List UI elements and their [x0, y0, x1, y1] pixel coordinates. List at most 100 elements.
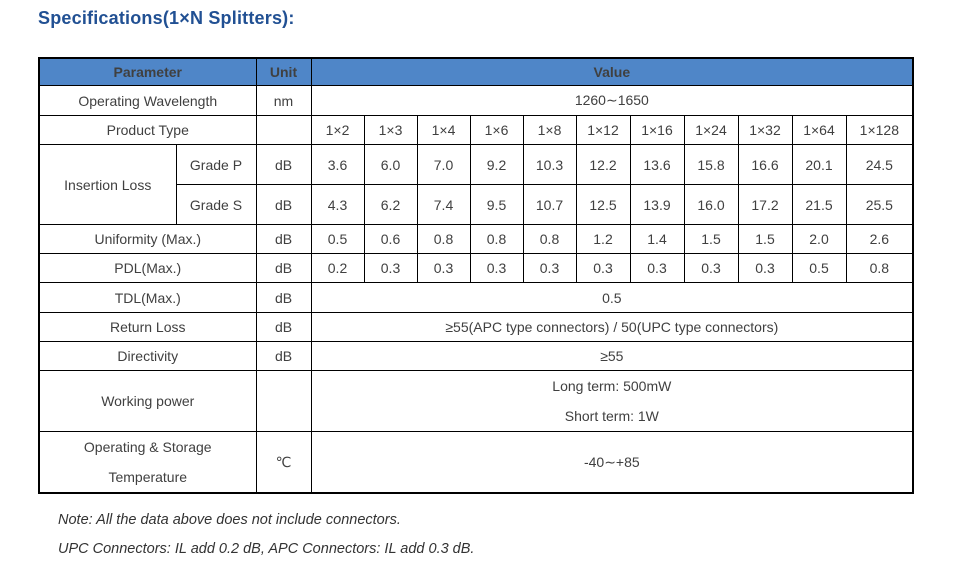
value-cell: 1260∼1650 — [310, 85, 914, 116]
unit-cell: nm — [255, 85, 312, 116]
value-cell: 1×8 — [522, 115, 577, 145]
row-product-type: Product Type 1×2 1×3 1×4 1×6 1×8 1×12 1×… — [38, 115, 914, 145]
value-cell: 7.0 — [416, 144, 471, 185]
param-cell: Return Loss — [38, 312, 257, 342]
param-sub-cell: Grade P — [175, 144, 257, 185]
value-cell: 0.8 — [522, 224, 577, 254]
value-cell: 1×3 — [363, 115, 418, 145]
value-cell: 1×6 — [469, 115, 524, 145]
row-tdl: TDL(Max.) dB 0.5 — [38, 282, 914, 313]
value-cell: 0.3 — [683, 253, 739, 283]
unit-cell — [255, 370, 312, 432]
row-operating-wavelength: Operating Wavelength nm 1260∼1650 — [38, 85, 914, 116]
unit-cell: dB — [255, 253, 312, 283]
row-insertion-loss-grade-s: Grade S dB 4.3 6.2 7.4 9.5 10.7 12.5 13.… — [39, 184, 914, 225]
value-cell: 0.3 — [416, 253, 471, 283]
value-cell: 2.6 — [845, 224, 914, 254]
value-cell: 0.3 — [737, 253, 793, 283]
row-working-power: Working power Long term: 500mW Short ter… — [38, 370, 914, 432]
row-directivity: Directivity dB ≥55 — [38, 341, 914, 371]
value-cell: -40∼+85 — [310, 431, 914, 494]
unit-cell: dB — [255, 224, 312, 254]
value-cell: 15.8 — [683, 144, 739, 185]
unit-cell: dB — [255, 282, 312, 313]
temperature-label-line2: Temperature — [108, 469, 188, 485]
unit-cell: ℃ — [255, 431, 312, 494]
value-cell: 0.3 — [629, 253, 685, 283]
row-pdl: PDL(Max.) dB 0.2 0.3 0.3 0.3 0.3 0.3 0.3… — [38, 253, 914, 283]
value-cell: 0.5 — [310, 282, 914, 313]
value-cell: 1.4 — [629, 224, 685, 254]
temperature-label-line1: Operating & Storage — [83, 439, 212, 455]
value-cell: ≥55(APC type connectors) / 50(UPC type c… — [310, 312, 914, 342]
value-cell: ≥55 — [310, 341, 914, 371]
value-cell: 0.6 — [363, 224, 418, 254]
param-cell: Directivity — [38, 341, 257, 371]
working-power-short-term: Short term: 1W — [564, 408, 659, 424]
param-cell: Product Type — [38, 115, 257, 145]
value-cell: 17.2 — [737, 184, 793, 225]
value-cell: 4.3 — [310, 184, 365, 225]
param-sub-cell: Grade S — [175, 184, 257, 225]
value-cell: 0.8 — [416, 224, 471, 254]
value-cell: 1.5 — [683, 224, 739, 254]
note-connectors: Note: All the data above does not includ… — [58, 512, 401, 528]
param-cell: Operating & Storage Temperature — [38, 431, 257, 494]
note-il-add: UPC Connectors: IL add 0.2 dB, APC Conne… — [58, 541, 475, 557]
value-cell: 1×128 — [845, 115, 914, 145]
value-cell: 0.3 — [469, 253, 524, 283]
value-cell: 13.6 — [629, 144, 685, 185]
unit-cell: dB — [255, 341, 312, 371]
unit-cell: dB — [255, 144, 312, 185]
value-cell: 0.2 — [310, 253, 365, 283]
value-cell: 1×12 — [575, 115, 631, 145]
value-cell: 9.2 — [469, 144, 524, 185]
value-cell: 6.0 — [363, 144, 418, 185]
value-cell: 20.1 — [791, 144, 847, 185]
working-power-long-term: Long term: 500mW — [552, 378, 672, 394]
row-uniformity: Uniformity (Max.) dB 0.5 0.6 0.8 0.8 0.8… — [38, 224, 914, 254]
value-cell: 2.0 — [791, 224, 847, 254]
param-cell: Uniformity (Max.) — [38, 224, 257, 254]
unit-cell: dB — [255, 312, 312, 342]
unit-cell: dB — [255, 184, 312, 225]
value-cell: 1.2 — [575, 224, 631, 254]
page-title: Specifications(1×N Splitters): — [38, 8, 295, 28]
value-cell: 0.8 — [845, 253, 914, 283]
value-cell: 9.5 — [469, 184, 524, 225]
value-cell: 0.3 — [363, 253, 418, 283]
value-cell: 1×2 — [310, 115, 365, 145]
value-cell: 12.5 — [575, 184, 631, 225]
param-cell: Working power — [38, 370, 257, 432]
value-cell: 3.6 — [310, 144, 365, 185]
unit-cell — [255, 115, 312, 145]
value-cell: 21.5 — [791, 184, 847, 225]
value-cell: 1×16 — [629, 115, 685, 145]
header-value: Value — [310, 57, 914, 86]
specifications-table: Parameter Unit Value Operating Wavelengt… — [38, 57, 915, 494]
value-cell: 6.2 — [363, 184, 418, 225]
value-cell: 1×32 — [737, 115, 793, 145]
row-temperature: Operating & Storage Temperature ℃ -40∼+8… — [38, 431, 914, 494]
value-cell: 12.2 — [575, 144, 631, 185]
value-cell: 13.9 — [629, 184, 685, 225]
value-cell: 10.3 — [522, 144, 577, 185]
header-unit: Unit — [255, 57, 312, 86]
value-cell: 0.3 — [522, 253, 577, 283]
value-cell: Long term: 500mW Short term: 1W — [310, 370, 914, 432]
param-cell: PDL(Max.) — [38, 253, 257, 283]
value-cell: 16.0 — [683, 184, 739, 225]
value-cell: 0.3 — [575, 253, 631, 283]
footnotes: Note: All the data above does not includ… — [58, 512, 474, 570]
value-cell: 1×64 — [791, 115, 847, 145]
value-cell: 16.6 — [737, 144, 793, 185]
value-cell: 0.5 — [791, 253, 847, 283]
value-cell: 24.5 — [845, 144, 914, 185]
header-parameter: Parameter — [38, 57, 257, 86]
param-cell: TDL(Max.) — [38, 282, 257, 313]
value-cell: 7.4 — [416, 184, 471, 225]
row-return-loss: Return Loss dB ≥55(APC type connectors) … — [38, 312, 914, 342]
table-header-row: Parameter Unit Value — [38, 57, 914, 86]
value-cell: 0.8 — [469, 224, 524, 254]
